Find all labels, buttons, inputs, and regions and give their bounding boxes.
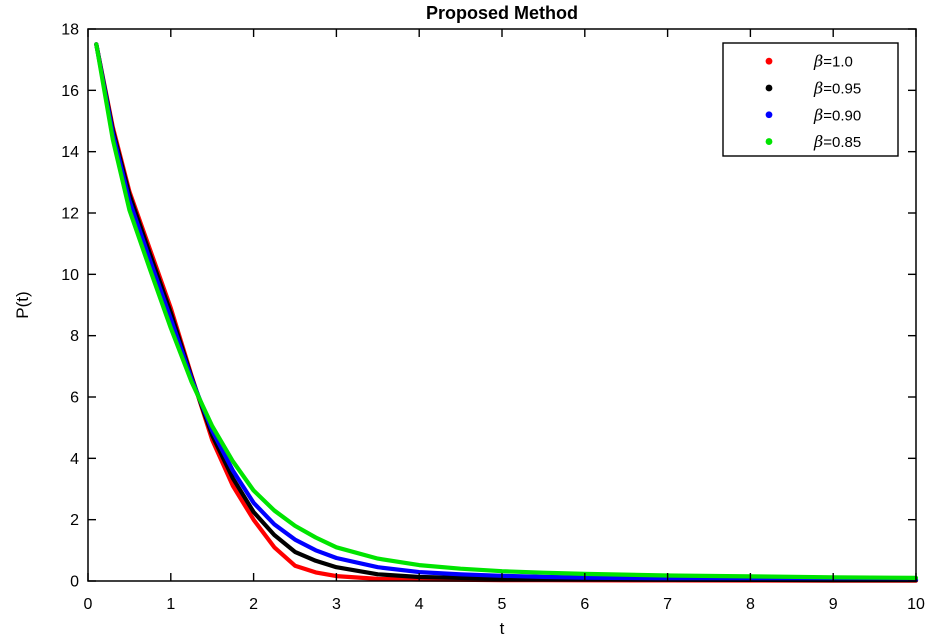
legend-label-beta-1.0: β=1.0: [813, 52, 853, 71]
x-tick-label: 8: [746, 596, 755, 613]
x-tick-label: 1: [166, 596, 175, 613]
y-tick-label: 14: [61, 144, 79, 161]
legend-label-beta-0.90: β=0.90: [813, 105, 861, 124]
x-tick-label: 9: [829, 596, 838, 613]
curve-beta-0.85: [94, 42, 919, 581]
x-tick-label: 6: [580, 596, 589, 613]
x-tick-label: 0: [84, 596, 93, 613]
y-tick-label: 16: [61, 83, 79, 100]
y-tick-label: 8: [70, 328, 79, 345]
y-tick-label: 0: [70, 574, 79, 591]
y-tick-label: 10: [61, 267, 79, 284]
y-tick-label: 18: [61, 22, 79, 39]
legend-marker-beta-1.0: [765, 57, 773, 65]
chart-title: Proposed Method: [426, 3, 578, 23]
x-tick-label: 3: [332, 596, 341, 613]
legend-box: [722, 42, 899, 157]
y-axis-label: P(t): [13, 291, 32, 318]
legend-label-beta-0.95: β=0.95: [813, 78, 861, 97]
y-tick-label: 2: [70, 512, 79, 529]
x-tick-label: 10: [907, 596, 925, 613]
curve-beta-0.90: [94, 42, 919, 582]
x-tick-label: 7: [663, 596, 672, 613]
x-tick-label: 5: [498, 596, 507, 613]
x-tick-label: 4: [415, 596, 424, 613]
legend-marker-beta-0.90: [765, 111, 773, 119]
y-tick-label: 12: [61, 206, 79, 223]
x-axis-label: t: [500, 619, 505, 638]
y-tick-label: 4: [70, 451, 79, 468]
x-tick-label: 2: [249, 596, 258, 613]
legend-marker-beta-0.95: [765, 84, 773, 92]
legend-label-beta-0.85: β=0.85: [813, 132, 861, 151]
y-tick-label: 6: [70, 390, 79, 407]
legend: β=1.0 β=0.95 β=0.90 β=0.85: [722, 42, 899, 157]
ticks-layer: [87, 28, 917, 582]
legend-marker-beta-0.85: [765, 138, 773, 145]
